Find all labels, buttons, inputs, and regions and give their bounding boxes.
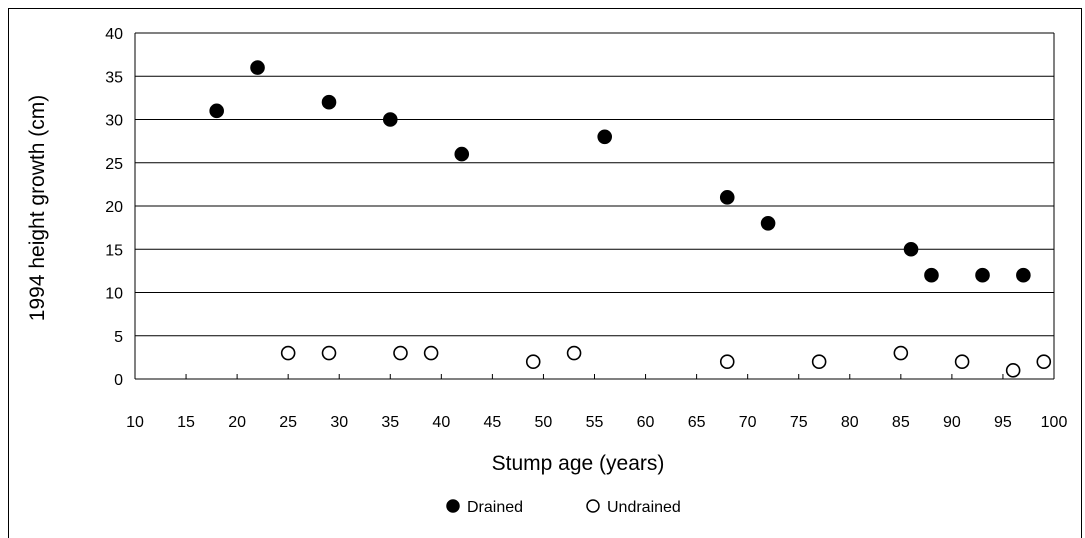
x-tick-label: 75 bbox=[790, 414, 808, 431]
y-tick-label: 5 bbox=[114, 329, 123, 346]
y-tick-label: 15 bbox=[105, 242, 123, 259]
undrained-point bbox=[954, 354, 970, 370]
drained-point bbox=[760, 216, 776, 231]
legend-label-drained: Drained bbox=[467, 499, 523, 516]
data-points bbox=[209, 60, 1052, 378]
x-tick-label: 20 bbox=[228, 414, 246, 431]
drained-point bbox=[1016, 267, 1031, 283]
x-tick-label: 30 bbox=[330, 414, 348, 431]
chart-frame bbox=[8, 8, 1082, 538]
x-tick-label: 55 bbox=[586, 414, 604, 431]
undrained-point bbox=[525, 354, 541, 370]
x-axis-title: Stump age (years) bbox=[492, 452, 665, 475]
x-tick-label: 10 bbox=[126, 414, 144, 431]
x-tick-label: 80 bbox=[841, 414, 859, 431]
y-tick-label: 0 bbox=[114, 372, 123, 389]
y-tick-labels: 0 5 10 15 20 25 30 35 40 bbox=[105, 26, 123, 389]
undrained-point bbox=[719, 354, 735, 370]
drained-point bbox=[321, 94, 337, 110]
y-tick-label: 35 bbox=[105, 69, 123, 86]
drained-point bbox=[975, 267, 990, 283]
drained-point bbox=[903, 241, 919, 257]
y-tick-label: 40 bbox=[105, 26, 123, 43]
x-tick-label: 25 bbox=[279, 414, 297, 431]
drained-point bbox=[382, 112, 398, 127]
undrained-point bbox=[423, 345, 439, 361]
drained-point bbox=[250, 60, 265, 75]
x-tick-label: 50 bbox=[535, 414, 553, 431]
x-tick-label: 100 bbox=[1041, 414, 1068, 431]
undrained-point bbox=[321, 345, 337, 361]
y-tick-label: 20 bbox=[105, 199, 123, 216]
legend-marker-undrained bbox=[586, 499, 600, 513]
undrained-point bbox=[393, 345, 408, 361]
grid-lines bbox=[135, 32, 1054, 380]
legend-label-undrained: Undrained bbox=[607, 499, 681, 516]
legend-marker-drained bbox=[446, 499, 460, 513]
x-tick-label: 45 bbox=[483, 414, 501, 431]
x-tick-label: 15 bbox=[177, 414, 195, 431]
undrained-point bbox=[1005, 363, 1021, 378]
y-axis-title: 1994 height growth (cm) bbox=[26, 95, 49, 321]
drained-point bbox=[924, 267, 939, 283]
x-tick-label: 95 bbox=[994, 414, 1012, 431]
drained-point bbox=[454, 146, 470, 162]
y-tick-label: 10 bbox=[105, 286, 123, 303]
x-tick-label: 70 bbox=[739, 414, 757, 431]
y-tick-label: 25 bbox=[105, 156, 123, 173]
undrained-point bbox=[1036, 354, 1052, 370]
x-tick-labels: 10 15 20 25 30 35 40 45 50 55 60 65 70 75 80 85 90 95 100 bbox=[126, 414, 1067, 431]
undrained-point bbox=[566, 345, 582, 361]
undrained-point bbox=[811, 354, 827, 370]
x-tick-label: 60 bbox=[637, 414, 655, 431]
x-tick-label: 65 bbox=[688, 414, 706, 431]
x-tick-label: 40 bbox=[432, 414, 450, 431]
drained-point bbox=[597, 129, 613, 145]
undrained-point bbox=[280, 345, 296, 361]
drained-point bbox=[719, 190, 735, 205]
x-tick-label: 85 bbox=[892, 414, 910, 431]
axes bbox=[134, 33, 1055, 379]
undrained-point bbox=[893, 345, 909, 361]
y-tick-label: 30 bbox=[105, 113, 123, 130]
x-tick-label: 90 bbox=[943, 414, 961, 431]
x-tick-label: 35 bbox=[381, 414, 399, 431]
drained-point bbox=[209, 103, 224, 119]
legend: Drained Undrained bbox=[446, 499, 681, 516]
